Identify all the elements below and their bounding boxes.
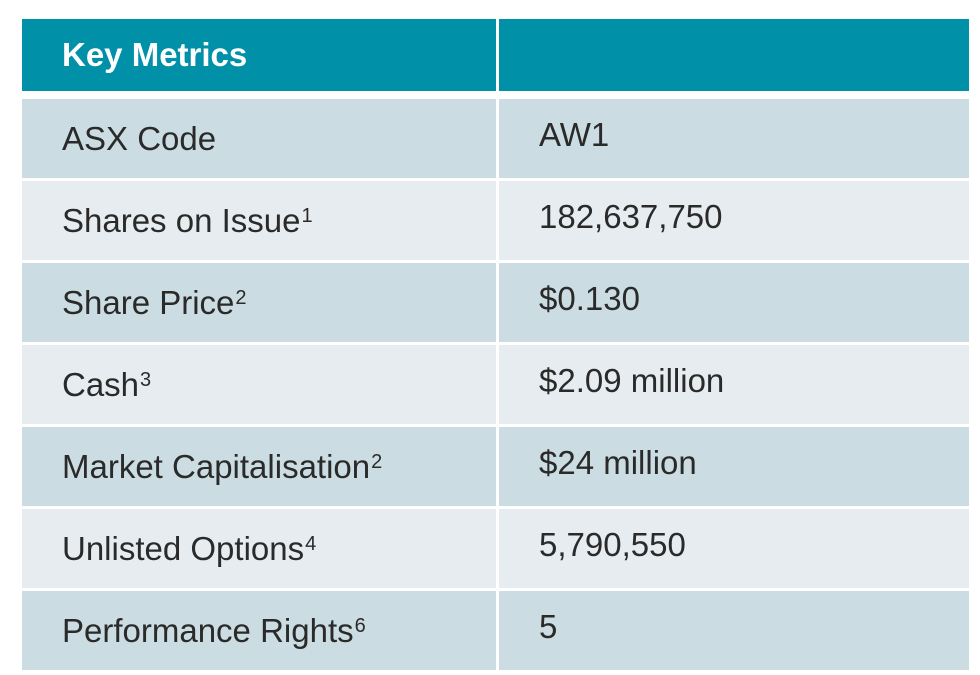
key-metrics-table: Key Metrics ASX Code AW1 Shares on Issue…: [22, 19, 969, 670]
metric-label-cell: Unlisted Options4: [22, 509, 496, 591]
metric-value-cell: 182,637,750: [496, 181, 969, 263]
metric-value: 5,790,550: [539, 525, 686, 563]
metric-label: Performance Rights: [62, 611, 354, 649]
footnote-marker: 2: [235, 286, 247, 309]
metric-value: AW1: [539, 115, 610, 153]
metric-label: Share Price: [62, 283, 235, 321]
metric-label: Shares on Issue: [62, 201, 301, 239]
table-row: Performance Rights6 5: [22, 591, 969, 670]
metric-value-cell: AW1: [496, 99, 969, 181]
table-header-row: Key Metrics: [22, 19, 969, 99]
metric-value-cell: 5: [496, 591, 969, 670]
header-cell-empty: [496, 19, 969, 99]
table-row: Unlisted Options4 5,790,550: [22, 509, 969, 591]
table-row: Shares on Issue1 182,637,750: [22, 181, 969, 263]
metric-value: 5: [539, 607, 558, 645]
metric-label-cell: Cash3: [22, 345, 496, 427]
metric-value: $2.09 million: [539, 361, 725, 399]
metric-label: ASX Code: [62, 119, 217, 157]
metric-value-cell: 5,790,550: [496, 509, 969, 591]
table-row: Cash3 $2.09 million: [22, 345, 969, 427]
metric-value: $24 million: [539, 443, 697, 481]
metric-value-cell: $0.130: [496, 263, 969, 345]
metric-value-cell: $24 million: [496, 427, 969, 509]
metric-value: 182,637,750: [539, 197, 723, 235]
header-cell-title: Key Metrics: [22, 19, 496, 99]
metric-label-cell: ASX Code: [22, 99, 496, 181]
metric-value-cell: $2.09 million: [496, 345, 969, 427]
metric-label-cell: Share Price2: [22, 263, 496, 345]
footnote-marker: 1: [301, 204, 313, 227]
metric-label: Cash: [62, 365, 140, 403]
footnote-marker: 2: [371, 450, 383, 473]
metric-value: $0.130: [539, 279, 640, 317]
table-row: Share Price2 $0.130: [22, 263, 969, 345]
metric-label: Market Capitalisation: [62, 447, 371, 485]
metric-label: Unlisted Options: [62, 529, 305, 567]
metric-label-cell: Market Capitalisation2: [22, 427, 496, 509]
footnote-marker: 6: [354, 614, 366, 637]
table-row: Market Capitalisation2 $24 million: [22, 427, 969, 509]
metric-label-cell: Performance Rights6: [22, 591, 496, 670]
table-row: ASX Code AW1: [22, 99, 969, 181]
metric-label-cell: Shares on Issue1: [22, 181, 496, 263]
footnote-marker: 4: [305, 532, 317, 555]
footnote-marker: 3: [140, 368, 152, 391]
